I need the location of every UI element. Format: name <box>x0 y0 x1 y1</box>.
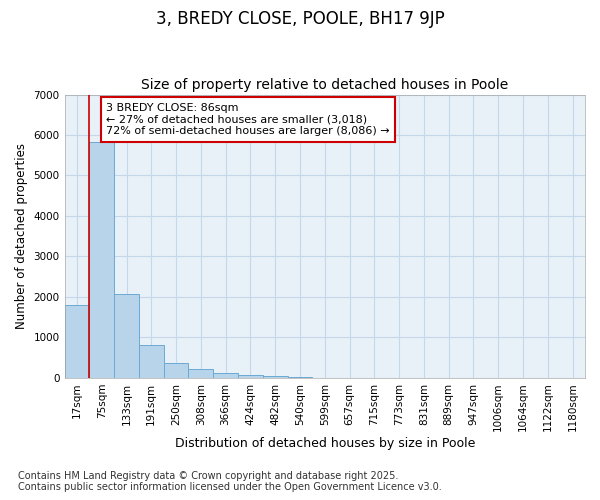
Text: 3, BREDY CLOSE, POOLE, BH17 9JP: 3, BREDY CLOSE, POOLE, BH17 9JP <box>155 10 445 28</box>
Text: Contains HM Land Registry data © Crown copyright and database right 2025.
Contai: Contains HM Land Registry data © Crown c… <box>18 471 442 492</box>
Y-axis label: Number of detached properties: Number of detached properties <box>15 143 28 329</box>
Bar <box>213 373 238 378</box>
Title: Size of property relative to detached houses in Poole: Size of property relative to detached ho… <box>141 78 508 92</box>
Bar <box>114 294 139 378</box>
Bar <box>238 374 263 378</box>
Bar <box>287 376 313 378</box>
Bar <box>263 376 287 378</box>
Bar <box>188 370 213 378</box>
Bar <box>65 305 89 378</box>
X-axis label: Distribution of detached houses by size in Poole: Distribution of detached houses by size … <box>175 437 475 450</box>
Bar <box>139 344 164 378</box>
Bar <box>89 142 114 378</box>
Text: 3 BREDY CLOSE: 86sqm
← 27% of detached houses are smaller (3,018)
72% of semi-de: 3 BREDY CLOSE: 86sqm ← 27% of detached h… <box>106 103 390 136</box>
Bar <box>164 364 188 378</box>
